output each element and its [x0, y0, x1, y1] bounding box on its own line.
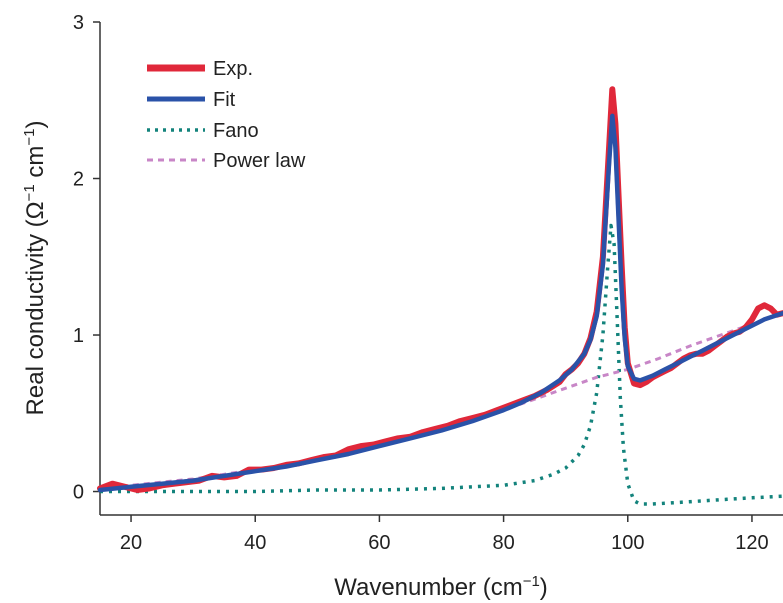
- y-axis-title-sup2: −1: [21, 129, 38, 146]
- y-axis-title-mid: cm: [22, 146, 49, 185]
- legend-label-fano: Fano: [213, 120, 259, 142]
- y-ticks: 0 1 2 3: [73, 12, 100, 504]
- x-tick-label: 120: [735, 532, 768, 554]
- y-tick-label: 0: [73, 482, 84, 504]
- x-axis-title: Wavenumber (cm−1): [334, 573, 548, 601]
- x-axis-title-sup: −1: [523, 573, 540, 590]
- series-line-fit: [97, 113, 783, 493]
- y-axis-title: Real conductivity (Ω−1 cm−1): [21, 121, 49, 416]
- y-axis-title-main: Real conductivity (Ω: [22, 201, 49, 415]
- y-tick-label: 1: [73, 325, 84, 347]
- x-tick-label: 60: [368, 532, 390, 554]
- legend-label-power-law: Power law: [213, 150, 306, 172]
- y-axis-title-sup1: −1: [21, 184, 38, 201]
- x-tick-label: 100: [611, 532, 644, 554]
- plot-series: [97, 86, 783, 506]
- legend-label-fit: Fit: [213, 89, 236, 111]
- x-axis-title-end: ): [540, 574, 548, 601]
- y-tick-label: 3: [73, 12, 84, 34]
- x-tick-label: 80: [492, 532, 514, 554]
- legend-label-exp: Exp.: [213, 58, 253, 80]
- x-tick-label: 20: [120, 532, 142, 554]
- series-line-fano: [100, 223, 783, 506]
- x-axis-title-main: Wavenumber (cm: [334, 574, 522, 601]
- x-tick-label: 40: [244, 532, 266, 554]
- series-line-power-law: [99, 311, 783, 490]
- x-ticks: 20 40 60 80 100 120: [120, 515, 769, 554]
- y-tick-label: 2: [73, 169, 84, 191]
- y-axis-title-end: ): [22, 121, 49, 129]
- legend: Exp. Fit Fano Power law: [147, 58, 306, 172]
